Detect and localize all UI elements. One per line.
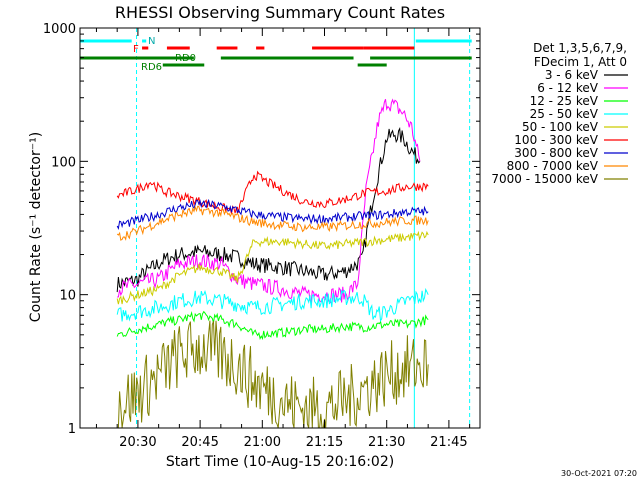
legend-header-line-1: Det 1,3,5,6,7,9,: [533, 41, 627, 55]
chart-title: RHESSI Observing Summary Count Rates: [115, 3, 445, 22]
x-tick-label-2145: 21:45: [430, 435, 467, 450]
flag-label-f: F: [133, 44, 139, 55]
y-tick-label-1000: 1000: [43, 22, 76, 37]
legend-label-1: 3 - 6 keV: [545, 68, 599, 82]
legend-label-6: 100 - 300 keV: [514, 133, 598, 147]
flag-label-rd6: RD6: [141, 62, 162, 73]
series-line-6: [116, 170, 429, 215]
y-tick-label-100: 100: [51, 155, 76, 170]
series-line-4: [116, 287, 429, 323]
plot-area: NF RD0 RD6 1 10 100 1000 20:30 20:45 21:00 21:15 21…: [43, 22, 481, 450]
series-line-7: [116, 198, 429, 230]
legend-label-9: 7000 - 15000 keV: [491, 172, 598, 186]
x-tick-label-2100: 21:00: [244, 435, 281, 450]
legend-label-2: 6 - 12 keV: [537, 81, 599, 95]
x-tick-label-2130: 21:30: [368, 435, 405, 450]
x-tick-label-2045: 20:45: [181, 435, 218, 450]
x-axis-label: Start Time (10-Aug-15 20:16:02): [166, 454, 394, 470]
legend-label-7: 300 - 800 keV: [514, 146, 598, 160]
timestamp-label: 30-Oct-2021 07:20: [561, 469, 637, 478]
legend-label-8: 800 - 7000 keV: [507, 159, 599, 173]
x-tick-label-2030: 20:30: [119, 435, 156, 450]
legend-label-4: 25 - 50 keV: [530, 107, 599, 121]
legend-header-line-2: FDecim 1, Att 0: [534, 55, 627, 69]
y-axis-label: Count Rate (s⁻¹ detector⁻¹): [28, 132, 44, 322]
axes-frame: [79, 27, 481, 429]
flag-label-n: N: [148, 36, 155, 47]
x-tick-label-2115: 21:15: [306, 435, 343, 450]
series-line-5: [116, 230, 429, 305]
series-line-1: [116, 126, 421, 293]
series-line-8: [116, 205, 429, 241]
series-line-2: [117, 98, 421, 304]
legend: Det 1,3,5,6,7,9, FDecim 1, Att 0 3 - 6 k…: [491, 41, 628, 186]
y-tick-label-10: 10: [59, 289, 76, 304]
y-tick-label-1: 1: [68, 422, 76, 437]
series-line-9: [117, 320, 429, 429]
series-line-3: [116, 310, 429, 341]
legend-label-3: 12 - 25 keV: [530, 94, 599, 108]
flag-label-rd0: RD0: [175, 53, 196, 64]
legend-label-5: 50 - 100 keV: [522, 120, 599, 134]
